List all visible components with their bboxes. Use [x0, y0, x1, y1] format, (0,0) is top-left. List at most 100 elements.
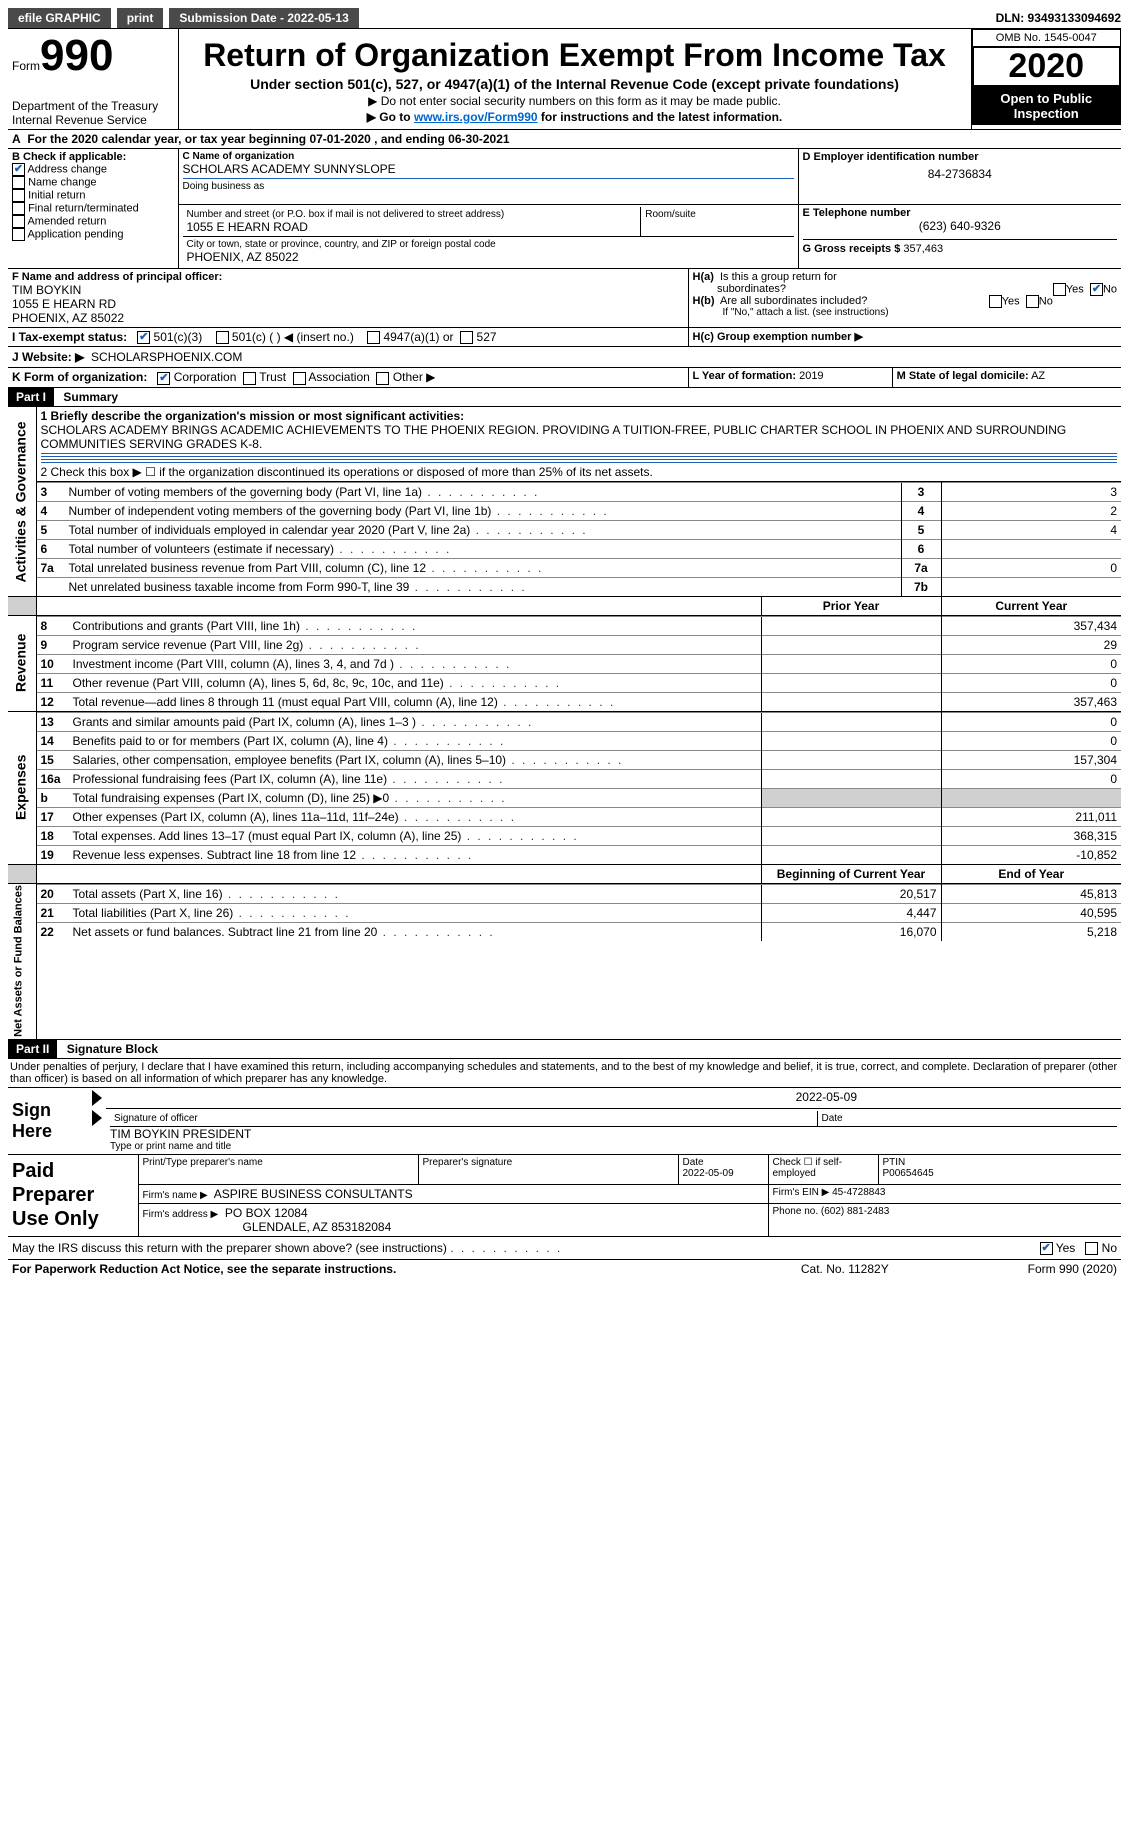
officer-name-title: TIM BOYKIN PRESIDENT — [110, 1126, 1117, 1141]
box-e-label: E Telephone number — [803, 207, 1118, 219]
part1-title: Summary — [57, 390, 118, 404]
part2-title: Signature Block — [61, 1042, 158, 1056]
col1-value — [761, 826, 941, 845]
sig-arrow-icon-2 — [92, 1110, 102, 1126]
501c-checkbox[interactable] — [216, 331, 229, 344]
line-text: Other revenue (Part VIII, column (A), li… — [69, 673, 762, 692]
4947a1-checkbox[interactable] — [367, 331, 380, 344]
application-pending-checkbox[interactable] — [12, 228, 25, 241]
footer-left: For Paperwork Reduction Act Notice, see … — [8, 1260, 754, 1278]
col1-value — [761, 616, 941, 635]
line-text: Total number of volunteers (estimate if … — [65, 539, 902, 558]
ptin-value: P00654645 — [883, 1168, 934, 1179]
instructions-link[interactable]: www.irs.gov/Form990 — [414, 110, 538, 124]
line-num: 15 — [37, 750, 69, 769]
line-box: 3 — [901, 482, 941, 501]
side-revenue: Revenue — [8, 615, 36, 711]
print-button[interactable]: print — [117, 8, 164, 28]
col1-value — [761, 807, 941, 826]
discuss-yes-checkbox[interactable] — [1040, 1242, 1053, 1255]
line-num: 6 — [37, 539, 65, 558]
line-text: Revenue less expenses. Subtract line 18 … — [69, 845, 762, 864]
h-b-row: H(b) Are all subordinates included? Yes … — [693, 295, 1118, 307]
col-begin-year: Beginning of Current Year — [761, 864, 941, 883]
initial-return-checkbox[interactable] — [12, 189, 25, 202]
city-label: City or town, state or province, country… — [187, 239, 790, 250]
year-formation: 2019 — [799, 370, 823, 382]
line-a-tax-year: A For the 2020 calendar year, or tax yea… — [8, 130, 1121, 149]
firm-name: ASPIRE BUSINESS CONSULTANTS — [214, 1187, 413, 1201]
gross-receipts-value: 357,463 — [903, 243, 943, 255]
corp-checkbox[interactable] — [157, 372, 170, 385]
col1-value — [761, 769, 941, 788]
line-num: 13 — [37, 712, 69, 731]
dba-label: Doing business as — [183, 181, 794, 192]
box-f-label: F Name and address of principal officer: — [12, 271, 684, 283]
line-text: Total liabilities (Part X, line 26) — [69, 903, 762, 922]
omb-number: OMB No. 1545-0047 — [972, 29, 1122, 46]
sig-date-value: 2022-05-09 — [110, 1090, 1117, 1104]
side-net-assets: Net Assets or Fund Balances — [8, 883, 36, 1040]
line-box: 5 — [901, 520, 941, 539]
perjury-declaration: Under penalties of perjury, I declare th… — [8, 1058, 1121, 1088]
sig-officer-label: Signature of officer — [110, 1111, 817, 1126]
col-end-year: End of Year — [941, 864, 1121, 883]
other-checkbox[interactable] — [376, 372, 389, 385]
city-value: PHOENIX, AZ 85022 — [187, 250, 790, 264]
discuss-no-checkbox[interactable] — [1085, 1242, 1098, 1255]
ha-yes-checkbox[interactable] — [1053, 283, 1066, 296]
h-a-row: H(a) Is this a group return for subordin… — [693, 271, 1118, 295]
firm-phone: (602) 881-2483 — [821, 1206, 889, 1217]
name-change-checkbox[interactable] — [12, 176, 25, 189]
col1-value — [761, 731, 941, 750]
col-prior-year: Prior Year — [761, 596, 941, 615]
line-value — [941, 539, 1121, 558]
ha-no-checkbox[interactable] — [1090, 283, 1103, 296]
col2-value: 157,304 — [941, 750, 1121, 769]
state-domicile: AZ — [1031, 370, 1045, 382]
line-text: Contributions and grants (Part VIII, lin… — [69, 616, 762, 635]
street-label: Number and street (or P.O. box if mail i… — [187, 209, 637, 220]
hb-yes-checkbox[interactable] — [989, 295, 1002, 308]
form-number: 990 — [40, 31, 113, 80]
preparer-date: 2022-05-09 — [683, 1168, 734, 1179]
form-prefix: Form — [12, 59, 40, 73]
box-k-label: K Form of organization: — [12, 370, 147, 384]
col1-value — [761, 635, 941, 654]
line-text: Program service revenue (Part VIII, line… — [69, 635, 762, 654]
col2-value: 5,218 — [941, 922, 1121, 941]
amended-return-checkbox[interactable] — [12, 215, 25, 228]
irs-label: Internal Revenue Service — [12, 113, 174, 127]
col1-value — [761, 750, 941, 769]
line-num: 12 — [37, 692, 69, 711]
col2-value: 0 — [941, 731, 1121, 750]
line-text: Total revenue—add lines 8 through 11 (mu… — [69, 692, 762, 711]
line-num: 17 — [37, 807, 69, 826]
line-num: 5 — [37, 520, 65, 539]
sig-arrow-icon — [92, 1090, 102, 1106]
col1-value — [761, 692, 941, 711]
assoc-checkbox[interactable] — [293, 372, 306, 385]
mission-text: SCHOLARS ACADEMY BRINGS ACADEMIC ACHIEVE… — [41, 423, 1118, 451]
final-return-checkbox[interactable] — [12, 202, 25, 215]
501c3-checkbox[interactable] — [137, 331, 150, 344]
527-checkbox[interactable] — [460, 331, 473, 344]
line-text: Number of independent voting members of … — [65, 501, 902, 520]
officer-city: PHOENIX, AZ 85022 — [12, 311, 684, 325]
website-value: SCHOLARSPHOENIX.COM — [91, 350, 242, 364]
col2-value: 357,434 — [941, 616, 1121, 635]
trust-checkbox[interactable] — [243, 372, 256, 385]
firm-addr1: PO BOX 12084 — [225, 1206, 308, 1220]
line-value: 2 — [941, 501, 1121, 520]
tax-year: 2020 — [972, 46, 1122, 87]
hb-no-checkbox[interactable] — [1026, 295, 1039, 308]
address-change-checkbox[interactable] — [12, 163, 25, 176]
line-num: 3 — [37, 482, 65, 501]
line-text: Total fundraising expenses (Part IX, col… — [69, 788, 762, 807]
h-b-note: If "No," attach a list. (see instruction… — [693, 307, 1118, 318]
officer-name: TIM BOYKIN — [12, 283, 684, 297]
open-inspection: Open to PublicInspection — [972, 87, 1122, 125]
sign-here-label: Sign Here — [8, 1088, 88, 1154]
self-employed-check[interactable]: Check ☐ if self-employed — [768, 1155, 878, 1185]
line-num: 20 — [37, 884, 69, 903]
